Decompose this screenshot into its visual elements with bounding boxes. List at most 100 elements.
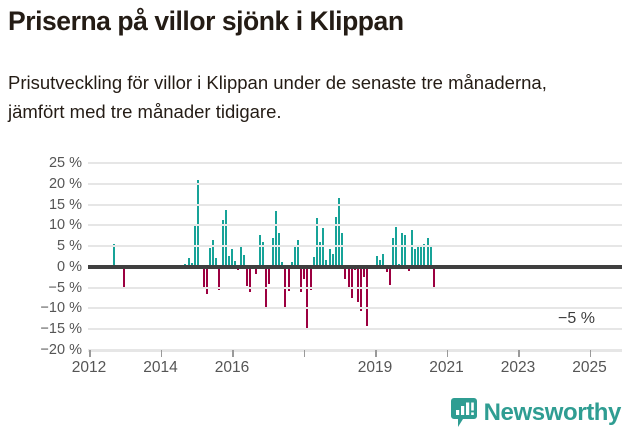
bar bbox=[255, 266, 258, 275]
bar bbox=[332, 254, 335, 267]
x-tick bbox=[232, 350, 234, 357]
bar bbox=[411, 230, 414, 267]
gridline bbox=[88, 182, 622, 185]
bar bbox=[306, 266, 309, 328]
bar bbox=[344, 266, 347, 280]
page-subtitle: Prisutveckling för villor i Klippan unde… bbox=[8, 72, 547, 122]
bar bbox=[357, 266, 360, 302]
y-tick-label: 15 % bbox=[48, 196, 82, 213]
bar bbox=[414, 248, 417, 267]
bar bbox=[313, 256, 316, 267]
y-tick-label: 20 % bbox=[48, 175, 82, 192]
y-tick-label: 0 % bbox=[57, 258, 82, 275]
gridline bbox=[88, 224, 622, 227]
bar bbox=[222, 220, 225, 267]
y-tick-label: 5 % bbox=[57, 238, 82, 255]
bar bbox=[341, 232, 344, 267]
gridline bbox=[88, 307, 622, 310]
bar bbox=[188, 257, 191, 267]
page-title: Priserna på villor sjönk i Klippan bbox=[8, 6, 404, 36]
bar bbox=[404, 235, 407, 267]
bar bbox=[259, 235, 262, 267]
bar bbox=[291, 261, 294, 267]
brand-name: Newsworthy bbox=[483, 399, 622, 426]
bar bbox=[300, 266, 303, 292]
bar bbox=[351, 266, 354, 298]
x-tick bbox=[518, 350, 520, 357]
x-axis-labels: 2012 2014 2016 2019 2021 2023 2025 bbox=[72, 350, 622, 395]
bar bbox=[113, 243, 116, 267]
bar bbox=[386, 266, 389, 272]
bar bbox=[225, 210, 228, 267]
bar bbox=[366, 266, 369, 326]
bar bbox=[272, 237, 275, 267]
bar bbox=[288, 266, 291, 291]
x-tick bbox=[589, 350, 592, 357]
bar bbox=[319, 241, 322, 267]
bar bbox=[206, 266, 209, 295]
bar bbox=[281, 261, 284, 267]
bar bbox=[433, 266, 436, 288]
gridline bbox=[88, 328, 622, 331]
y-tick-label: −10 % bbox=[40, 300, 82, 317]
bar bbox=[203, 266, 206, 290]
bar bbox=[376, 256, 379, 267]
value-annotation: −5 % bbox=[558, 309, 595, 327]
bar bbox=[197, 180, 200, 267]
bar bbox=[325, 260, 328, 267]
bar bbox=[392, 237, 395, 267]
x-tick-label: 2019 bbox=[357, 359, 393, 376]
x-tick bbox=[375, 350, 377, 357]
gridline bbox=[88, 286, 622, 289]
gridline bbox=[88, 245, 622, 248]
x-tick-label: 2025 bbox=[572, 359, 607, 376]
bar bbox=[123, 266, 126, 289]
y-tick-label: −15 % bbox=[40, 321, 82, 338]
bar-chart: 25 % 20 % 15 % 10 % 5 % 0 % −5 % −10 % −15 % −20 … bbox=[0, 150, 631, 395]
bar bbox=[262, 241, 265, 267]
x-tick-label: 2023 bbox=[500, 359, 536, 376]
bar bbox=[215, 257, 218, 267]
bar bbox=[303, 266, 306, 280]
bar bbox=[322, 227, 325, 267]
chart-footer: Newsworthy bbox=[0, 396, 631, 439]
plot-area bbox=[88, 162, 622, 351]
bar bbox=[329, 249, 332, 267]
bar bbox=[268, 266, 271, 285]
y-tick-label: −5 % bbox=[48, 279, 82, 296]
bar bbox=[363, 266, 366, 277]
bar bbox=[316, 217, 319, 267]
gridline bbox=[88, 162, 622, 164]
bar-series bbox=[88, 163, 622, 350]
bar bbox=[427, 237, 430, 267]
bar bbox=[408, 266, 411, 272]
x-tick bbox=[303, 350, 306, 357]
bar bbox=[430, 245, 433, 267]
bar bbox=[249, 266, 252, 292]
bar-chart-bubble-icon bbox=[450, 398, 477, 428]
y-tick-label: 10 % bbox=[48, 217, 82, 234]
bar bbox=[335, 217, 338, 267]
bar bbox=[294, 246, 297, 267]
bar bbox=[234, 261, 237, 267]
bar bbox=[231, 249, 234, 267]
bar bbox=[338, 197, 341, 267]
bar bbox=[212, 240, 215, 267]
y-tick-label: −20 % bbox=[40, 342, 82, 358]
x-tick-label: 2014 bbox=[143, 359, 178, 376]
bar bbox=[360, 266, 363, 311]
bar bbox=[209, 247, 212, 267]
bar bbox=[243, 255, 246, 267]
gridline bbox=[88, 203, 622, 206]
x-axis-line bbox=[88, 350, 622, 352]
y-axis-labels: 25 % 20 % 15 % 10 % 5 % 0 % −5 % −10 % −15 % −20 … bbox=[0, 156, 82, 358]
bar bbox=[218, 266, 221, 290]
newsworthy-logo[interactable]: Newsworthy bbox=[450, 398, 622, 428]
x-tick bbox=[446, 350, 449, 357]
bar bbox=[228, 256, 231, 267]
bar bbox=[382, 253, 385, 267]
bar bbox=[240, 245, 243, 267]
bar bbox=[379, 260, 382, 267]
bar bbox=[275, 211, 278, 267]
